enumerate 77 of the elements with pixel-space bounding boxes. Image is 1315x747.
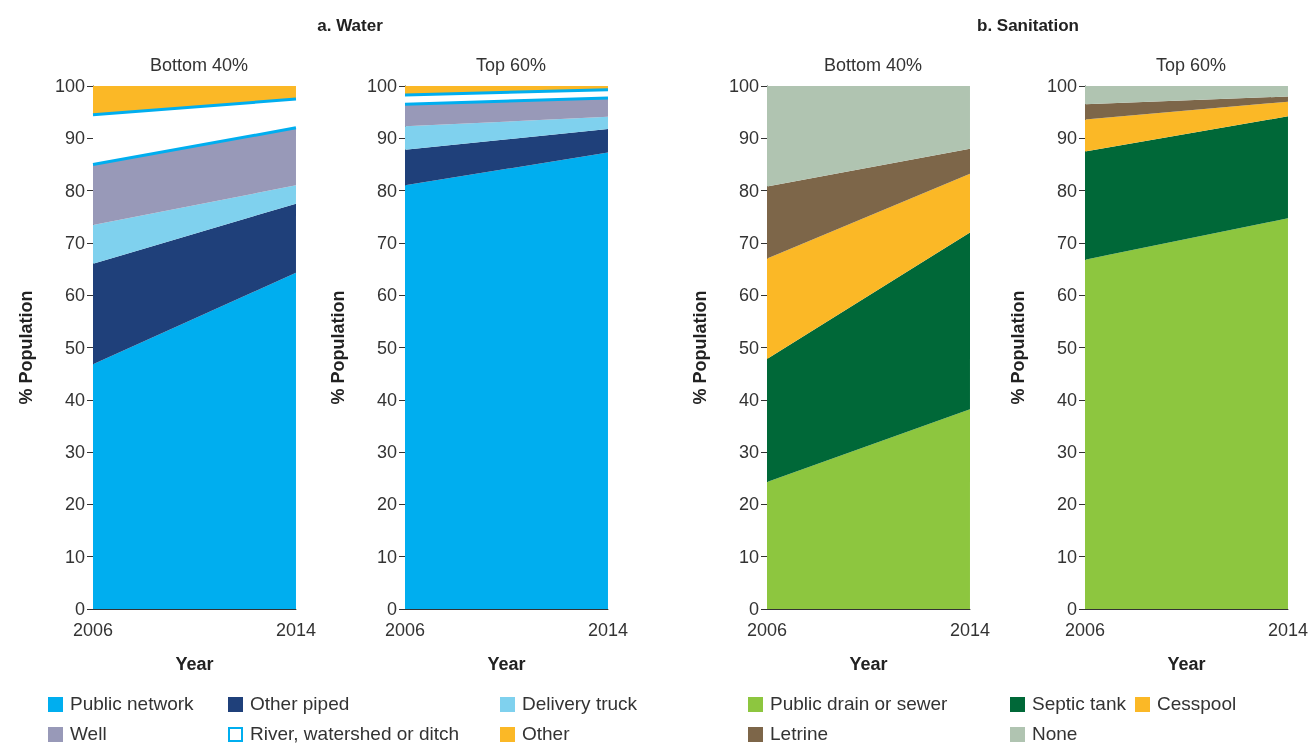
y-tick-label: 30 <box>64 442 85 463</box>
y-tick-label: 100 <box>366 76 397 96</box>
y-tick-label: 60 <box>1056 285 1077 306</box>
y-tick-label: 60 <box>738 285 759 306</box>
y-tick-label: 30 <box>1056 442 1077 463</box>
y-tick-label: 70 <box>376 232 397 253</box>
y-tick-label: 20 <box>64 494 85 515</box>
y-tick-label: 10 <box>1056 546 1077 567</box>
legend-label: River, watershed or ditch <box>250 723 460 745</box>
legend-label: Cesspool <box>1157 693 1237 715</box>
x-tick-label: 2014 <box>587 620 628 640</box>
x-tick-label: 2006 <box>1064 620 1106 640</box>
x-tick-label: 2014 <box>1267 620 1308 640</box>
x-tick-label: 2014 <box>275 620 316 640</box>
y-tick-label: 50 <box>64 337 85 358</box>
y-tick-label: 90 <box>64 128 85 149</box>
x-tick-label: 2006 <box>384 620 426 640</box>
y-tick-label: 90 <box>738 128 759 149</box>
y-tick-label: 60 <box>64 285 85 306</box>
chart-subtitle: Top 60% <box>475 55 547 75</box>
chart-title: a. Water <box>317 16 383 36</box>
y-tick-label: 60 <box>376 285 397 306</box>
y-tick-label: 100 <box>728 76 759 96</box>
y-axis-title: % Population <box>16 290 36 405</box>
y-tick-label: 50 <box>1056 337 1077 358</box>
chart-title: b. Sanitation <box>977 16 1079 36</box>
y-tick-label: 10 <box>64 546 85 567</box>
legend-label: Well <box>70 723 107 745</box>
legend-label: Public network <box>70 693 194 715</box>
x-axis-title: Year <box>175 654 214 674</box>
y-tick-label: 80 <box>1056 180 1077 201</box>
y-tick-label: 40 <box>64 389 85 410</box>
legend-label: Public drain or sewer <box>770 693 948 715</box>
y-tick-label: 80 <box>376 180 397 201</box>
y-tick-label: 70 <box>738 232 759 253</box>
y-tick-label: 40 <box>738 389 759 410</box>
chart-subtitle: Bottom 40% <box>149 55 249 75</box>
y-tick-label: 100 <box>54 76 85 96</box>
y-tick-label: 0 <box>1066 599 1077 619</box>
y-axis-title: % Population <box>328 290 348 405</box>
y-tick-label: 70 <box>64 232 85 253</box>
x-axis-title: Year <box>487 654 526 674</box>
y-tick-label: 20 <box>738 494 759 515</box>
y-tick-label: 40 <box>1056 389 1077 410</box>
legend-label: Septic tank <box>1032 693 1126 715</box>
y-tick-label: 90 <box>376 128 397 149</box>
y-tick-label: 80 <box>64 180 85 201</box>
y-tick-label: 100 <box>1046 76 1077 96</box>
y-tick-label: 10 <box>738 546 759 567</box>
legend-label: Other piped <box>250 693 350 715</box>
y-tick-label: 20 <box>1056 494 1077 515</box>
x-axis-title: Year <box>1167 654 1206 674</box>
y-tick-label: 20 <box>376 494 397 515</box>
y-tick-label: 70 <box>1056 232 1077 253</box>
x-axis-title: Year <box>849 654 888 674</box>
y-tick-label: 10 <box>376 546 397 567</box>
legend-label: Delivery truck <box>522 693 638 715</box>
x-tick-label: 2006 <box>746 620 788 640</box>
x-tick-label: 2006 <box>72 620 114 640</box>
y-tick-label: 80 <box>738 180 759 201</box>
y-axis-title: % Population <box>1008 290 1028 405</box>
y-tick-label: 30 <box>376 442 397 463</box>
y-tick-label: 0 <box>74 599 85 619</box>
y-tick-label: 30 <box>738 442 759 463</box>
y-tick-label: 90 <box>1056 128 1077 149</box>
x-tick-label: 2014 <box>949 620 990 640</box>
y-tick-label: 40 <box>376 389 397 410</box>
y-tick-label: 0 <box>748 599 759 619</box>
y-tick-label: 50 <box>738 337 759 358</box>
y-tick-label: 0 <box>386 599 397 619</box>
legend-label: Other <box>522 723 570 745</box>
legend-label: None <box>1032 723 1078 745</box>
legend-label: Letrine <box>770 723 829 745</box>
y-tick-label: 50 <box>376 337 397 358</box>
chart-subtitle: Bottom 40% <box>823 55 923 75</box>
chart-subtitle: Top 60% <box>1155 55 1227 75</box>
y-axis-title: % Population <box>690 290 710 405</box>
